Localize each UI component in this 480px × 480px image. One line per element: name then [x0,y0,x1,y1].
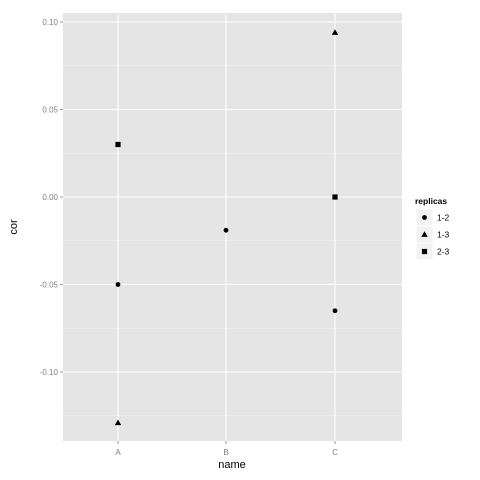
point-1-2-C [332,308,338,314]
x-tick-label: B [223,448,228,457]
y-tick-label: 0.00 [42,193,58,202]
legend-key-1-3 [421,231,428,237]
point-2-3-C [332,194,338,200]
y-axis-title: cor [8,219,20,235]
x-axis: A B C [115,441,338,457]
x-tick-label: A [115,448,121,457]
point-1-3-A [114,419,122,426]
grid-major [63,13,402,441]
legend-label: 2-3 [437,247,450,257]
legend: replicas 1-2 1-3 2-3 [415,196,450,261]
grid-minor [63,65,402,417]
y-tick-label: 0.05 [42,106,58,115]
point-2-3-A [115,141,121,148]
x-axis-title: name [218,459,246,471]
y-tick-label: -0.10 [40,368,59,377]
point-1-2-A [115,282,121,287]
legend-key-2-3 [421,248,428,255]
y-tick-label: 0.10 [42,18,58,27]
y-tick-label: -0.05 [40,281,59,290]
x-tick-label: C [332,448,338,457]
point-1-3-C [331,29,339,35]
point-1-2-B [223,227,229,233]
legend-title: replicas [415,196,447,206]
legend-label: 1-2 [437,213,450,223]
legend-key-1-2 [422,215,427,220]
plot-panel [63,13,402,441]
legend-label: 1-3 [437,230,450,240]
y-axis: 0.10 0.05 0.00 -0.05 -0.10 [40,18,63,377]
data-points [114,29,339,426]
